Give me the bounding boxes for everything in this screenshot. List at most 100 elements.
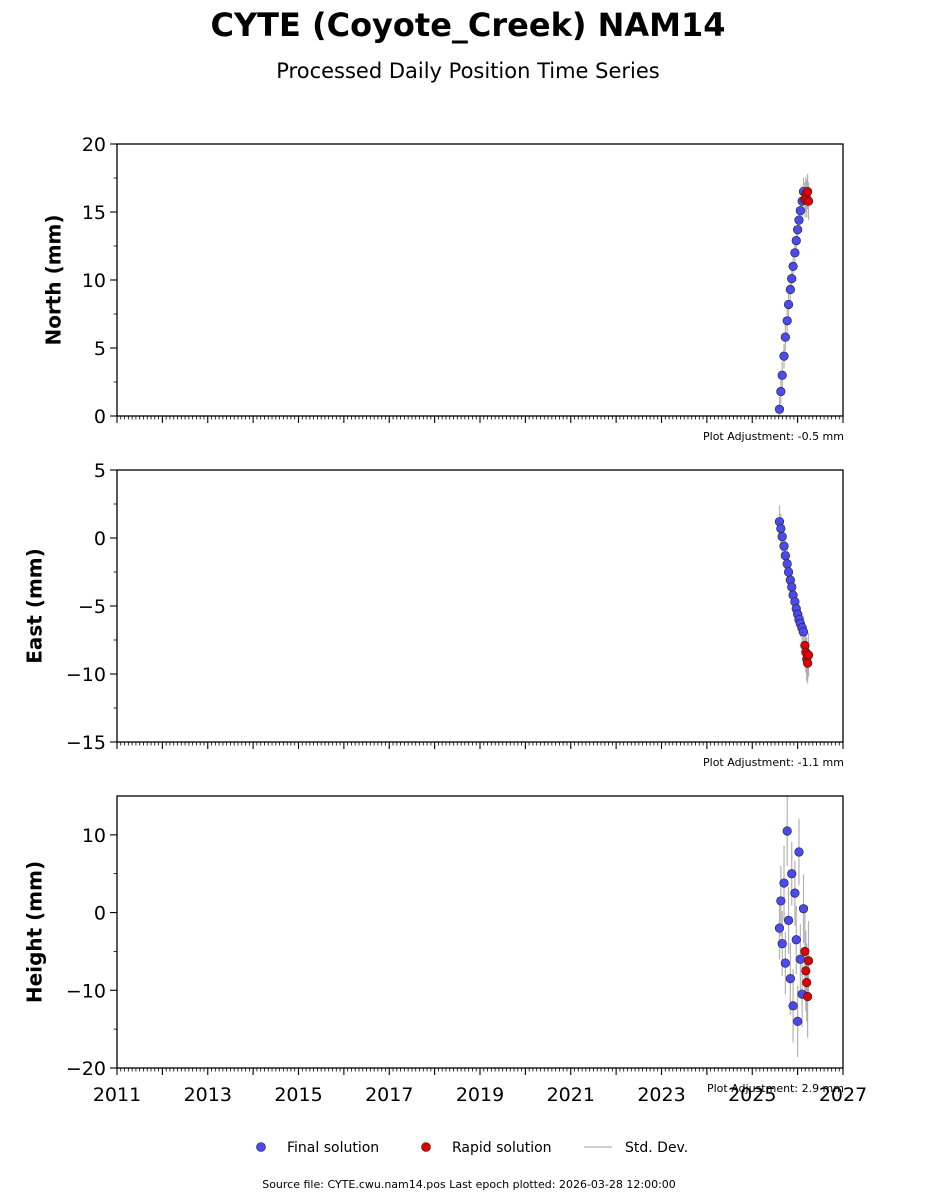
east-panel: −15 −10 −5 0 5 East (mm) Plot Adjustment: -1… [23, 460, 845, 769]
legend-rapid-marker [421, 1142, 431, 1152]
height-y-tick-label: −20 [66, 1058, 106, 1080]
north-y-ticks: 0 5 10 15 20 [82, 134, 117, 428]
north-x-ticks [116, 416, 844, 423]
legend: Final solution Rapid solution Std. Dev. [256, 1140, 688, 1156]
height-y-axis-label: Height (mm) [23, 861, 47, 1003]
east-points [774, 517, 814, 668]
legend-final-label: Final solution [287, 1140, 379, 1156]
height-final-point [788, 1001, 798, 1011]
source-footer: Source file: CYTE.cwu.nam14.pos Last epo… [262, 1178, 676, 1191]
east-y-tick-label: −5 [78, 596, 106, 618]
north-final-point [780, 332, 790, 342]
north-final-point [783, 299, 794, 310]
east-plot-adjustment: Plot Adjustment: -1.1 mm [703, 756, 844, 769]
chart-title: CYTE (Coyote_Creek) NAM14 [210, 6, 725, 44]
height-final-point [790, 888, 800, 898]
legend-std-dev-label: Std. Dev. [625, 1140, 688, 1156]
north-final-point [793, 225, 803, 235]
east-final-point [780, 551, 790, 561]
north-points [774, 187, 814, 414]
height-final-point [798, 904, 809, 914]
east-x-ticks [116, 742, 844, 749]
north-final-point [779, 351, 789, 361]
height-final-point [795, 954, 805, 964]
height-plot-frame [116, 795, 844, 1069]
east-final-point [782, 559, 792, 569]
height-rapid-point [801, 966, 811, 976]
legend-rapid-label: Rapid solution [452, 1140, 552, 1156]
north-final-point [774, 404, 785, 414]
east-final-point [779, 541, 789, 551]
north-final-point [785, 284, 795, 295]
north-y-axis-label: North (mm) [42, 214, 66, 345]
height-final-point [793, 1016, 803, 1026]
height-rapid-point [803, 991, 813, 1002]
east-y-tick-label: −15 [66, 732, 106, 754]
east-final-point [777, 532, 787, 542]
height-x-ticks: 2011 2013 2015 2017 2019 2021 2023 2025 2027 [93, 1068, 867, 1106]
height-final-point [780, 958, 790, 968]
east-y-ticks: −15 −10 −5 0 5 [66, 460, 117, 754]
height-final-point [783, 915, 794, 925]
north-y-tick-label: 5 [94, 338, 106, 360]
north-final-point [790, 248, 800, 258]
height-final-point [777, 939, 787, 949]
height-final-point [776, 896, 786, 906]
north-rapid-point [803, 187, 813, 197]
north-y-tick-label: 10 [82, 270, 106, 292]
height-panel: 2011 2013 2015 2017 2019 2021 2023 2025 2027 −20… [23, 795, 867, 1106]
east-rapid-point [803, 650, 814, 660]
chart-subtitle: Processed Daily Position Time Series [276, 59, 660, 83]
x-tick-label: 2019 [456, 1084, 504, 1106]
north-panel: 0 5 10 15 20 North (mm) Plot Adjustment: -0.… [42, 134, 845, 443]
height-rapid-point [803, 956, 814, 966]
north-final-point [787, 274, 797, 284]
north-final-point [776, 386, 786, 397]
x-tick-label: 2017 [365, 1084, 413, 1106]
north-final-point [795, 206, 805, 216]
height-final-point [787, 869, 797, 879]
x-tick-label: 2023 [637, 1084, 685, 1106]
east-plot-frame [116, 469, 844, 743]
height-rapid-point [802, 977, 812, 988]
height-final-point [791, 935, 801, 945]
east-rapid-point [803, 658, 813, 668]
height-final-point [785, 974, 795, 984]
north-y-tick-label: 0 [94, 406, 106, 428]
height-points [774, 826, 814, 1026]
north-y-tick-label: 15 [82, 202, 106, 224]
north-final-point [782, 316, 792, 326]
north-final-point [788, 261, 798, 272]
east-y-axis-label: East (mm) [23, 548, 47, 664]
x-tick-label: 2027 [819, 1084, 867, 1106]
height-y-tick-label: 10 [82, 825, 106, 847]
north-final-point [777, 370, 787, 380]
height-y-tick-label: −10 [66, 980, 106, 1002]
height-final-point [774, 923, 785, 933]
east-y-tick-label: 5 [94, 460, 106, 482]
east-final-point [787, 582, 797, 592]
legend-final-marker [256, 1142, 266, 1152]
east-final-point [776, 523, 786, 534]
x-tick-label: 2011 [93, 1084, 141, 1106]
height-rapid-point [800, 946, 810, 957]
east-y-tick-label: −10 [66, 664, 106, 686]
east-final-point [798, 627, 809, 637]
x-tick-label: 2015 [274, 1084, 322, 1106]
x-tick-label: 2013 [184, 1084, 232, 1106]
north-rapid-point [803, 196, 814, 206]
height-std-dev-bars [778, 796, 810, 1058]
north-final-point [794, 215, 804, 225]
north-plot-frame [116, 143, 844, 417]
height-plot-adjustment: Plot Adjustment: 2.9 mm [707, 1082, 844, 1095]
north-y-tick-label: 20 [82, 134, 106, 156]
height-y-tick-label: 0 [94, 903, 106, 925]
east-y-tick-label: 0 [94, 528, 106, 550]
north-plot-adjustment: Plot Adjustment: -0.5 mm [703, 430, 844, 443]
height-final-point [779, 878, 789, 888]
north-final-point [791, 235, 801, 246]
height-y-ticks: −20 −10 0 10 [66, 825, 117, 1080]
x-tick-label: 2025 [728, 1084, 776, 1106]
height-final-point [794, 847, 804, 857]
